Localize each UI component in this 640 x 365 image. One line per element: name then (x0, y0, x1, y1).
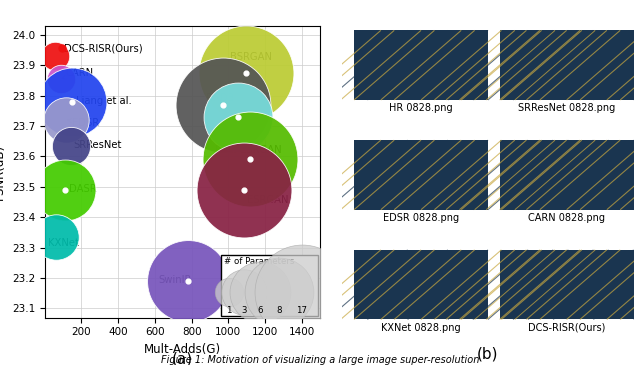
Text: 17: 17 (296, 306, 307, 315)
Text: 8: 8 (276, 306, 282, 315)
Bar (354, 140, 488, 210)
Point (255, 289, 266, 295)
Y-axis label: PSNR(dB): PSNR(dB) (0, 143, 6, 200)
Point (241, 70, 251, 76)
Text: (a): (a) (172, 351, 193, 365)
Text: 3: 3 (241, 306, 246, 315)
Text: EDSR: EDSR (68, 118, 99, 128)
Text: CARN 0828.png: CARN 0828.png (528, 213, 605, 223)
Point (239, 289, 249, 295)
Point (245, 157, 255, 162)
Text: CARN: CARN (62, 68, 94, 79)
Point (51, 234, 61, 240)
Point (50, 53, 60, 59)
Text: DCS-RISR(Ours): DCS-RISR(Ours) (64, 43, 143, 53)
Point (274, 289, 284, 295)
Text: HR 0828.png: HR 0828.png (389, 103, 453, 113)
Bar (500, 140, 634, 210)
Point (56, 76, 66, 82)
Text: KXNet: KXNet (47, 238, 79, 248)
Point (233, 114, 243, 120)
Text: (b): (b) (477, 347, 499, 362)
Point (183, 278, 193, 284)
Text: DAN: DAN (239, 116, 267, 127)
Point (66, 143, 76, 149)
Bar (221, 255, 318, 316)
Point (239, 187, 249, 193)
Point (224, 289, 234, 295)
Point (57, 46, 67, 51)
Point (296, 289, 307, 295)
Bar (354, 30, 488, 100)
Text: Liang et al.: Liang et al. (76, 96, 131, 106)
Point (218, 102, 228, 108)
Bar (354, 250, 488, 319)
Point (60, 187, 70, 193)
Point (67, 99, 77, 104)
Text: ESRGAN: ESRGAN (246, 195, 288, 205)
Point (67, 99, 77, 104)
Text: # of Parameters: # of Parameters (224, 257, 294, 266)
Text: Real-ESRGAN: Real-ESRGAN (216, 145, 282, 155)
Point (233, 114, 243, 120)
Text: SRResNet: SRResNet (74, 140, 122, 150)
Text: DASR: DASR (68, 184, 96, 194)
Text: KXNet 0828.png: KXNet 0828.png (381, 323, 461, 333)
Point (61, 117, 72, 123)
Point (60, 187, 70, 193)
Bar (500, 30, 634, 100)
Point (241, 70, 251, 76)
Text: EDSR 0828.png: EDSR 0828.png (383, 213, 459, 223)
Text: SRResNet 0828.png: SRResNet 0828.png (518, 103, 615, 113)
Text: SwinIR: SwinIR (158, 276, 191, 285)
Text: DCS-RISR(Ours): DCS-RISR(Ours) (528, 323, 605, 333)
Bar (500, 250, 634, 319)
Text: BSRGAN: BSRGAN (230, 53, 272, 62)
Point (245, 157, 255, 162)
X-axis label: Mult-Adds(G): Mult-Adds(G) (144, 343, 221, 356)
Text: RRDB: RRDB (206, 93, 235, 103)
Text: 6: 6 (258, 306, 263, 315)
Text: Figure 1: Motivation of visualizing a large image super-resolution: Figure 1: Motivation of visualizing a la… (161, 355, 479, 365)
Point (183, 278, 193, 284)
Text: 1: 1 (227, 306, 232, 315)
Point (218, 102, 228, 108)
Point (239, 187, 249, 193)
